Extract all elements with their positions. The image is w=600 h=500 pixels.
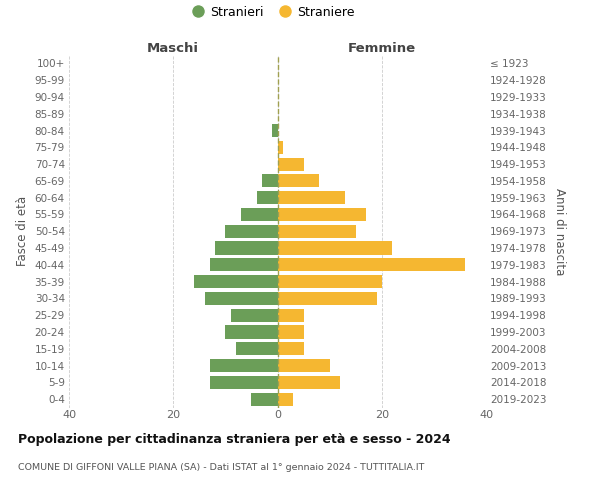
Text: Femmine: Femmine xyxy=(347,42,416,55)
Text: COMUNE DI GIFFONI VALLE PIANA (SA) - Dati ISTAT al 1° gennaio 2024 - TUTTITALIA.: COMUNE DI GIFFONI VALLE PIANA (SA) - Dat… xyxy=(18,462,424,471)
Y-axis label: Fasce di età: Fasce di età xyxy=(16,196,29,266)
Text: Popolazione per cittadinanza straniera per età e sesso - 2024: Popolazione per cittadinanza straniera p… xyxy=(18,432,451,446)
Text: Maschi: Maschi xyxy=(147,42,199,55)
Bar xyxy=(272,124,277,137)
Bar xyxy=(251,392,277,406)
Bar xyxy=(215,242,277,254)
Legend: Stranieri, Straniere: Stranieri, Straniere xyxy=(191,6,355,19)
Bar xyxy=(277,376,340,389)
Bar xyxy=(210,376,277,389)
Bar xyxy=(205,292,277,305)
Bar xyxy=(277,141,283,154)
Bar xyxy=(277,292,377,305)
Bar xyxy=(277,242,392,254)
Bar xyxy=(230,308,277,322)
Bar xyxy=(277,158,304,170)
Bar xyxy=(210,258,277,272)
Bar xyxy=(226,224,277,238)
Bar xyxy=(277,308,304,322)
Bar xyxy=(277,392,293,406)
Bar xyxy=(277,224,356,238)
Bar xyxy=(277,359,329,372)
Bar xyxy=(277,342,304,355)
Bar xyxy=(262,174,277,188)
Bar xyxy=(277,258,465,272)
Bar xyxy=(277,208,366,221)
Bar xyxy=(277,174,319,188)
Bar xyxy=(226,326,277,338)
Bar xyxy=(257,191,277,204)
Bar xyxy=(277,326,304,338)
Y-axis label: Anni di nascita: Anni di nascita xyxy=(553,188,566,275)
Bar xyxy=(241,208,277,221)
Bar xyxy=(277,191,345,204)
Bar xyxy=(277,275,382,288)
Bar xyxy=(194,275,277,288)
Bar xyxy=(236,342,277,355)
Bar xyxy=(210,359,277,372)
